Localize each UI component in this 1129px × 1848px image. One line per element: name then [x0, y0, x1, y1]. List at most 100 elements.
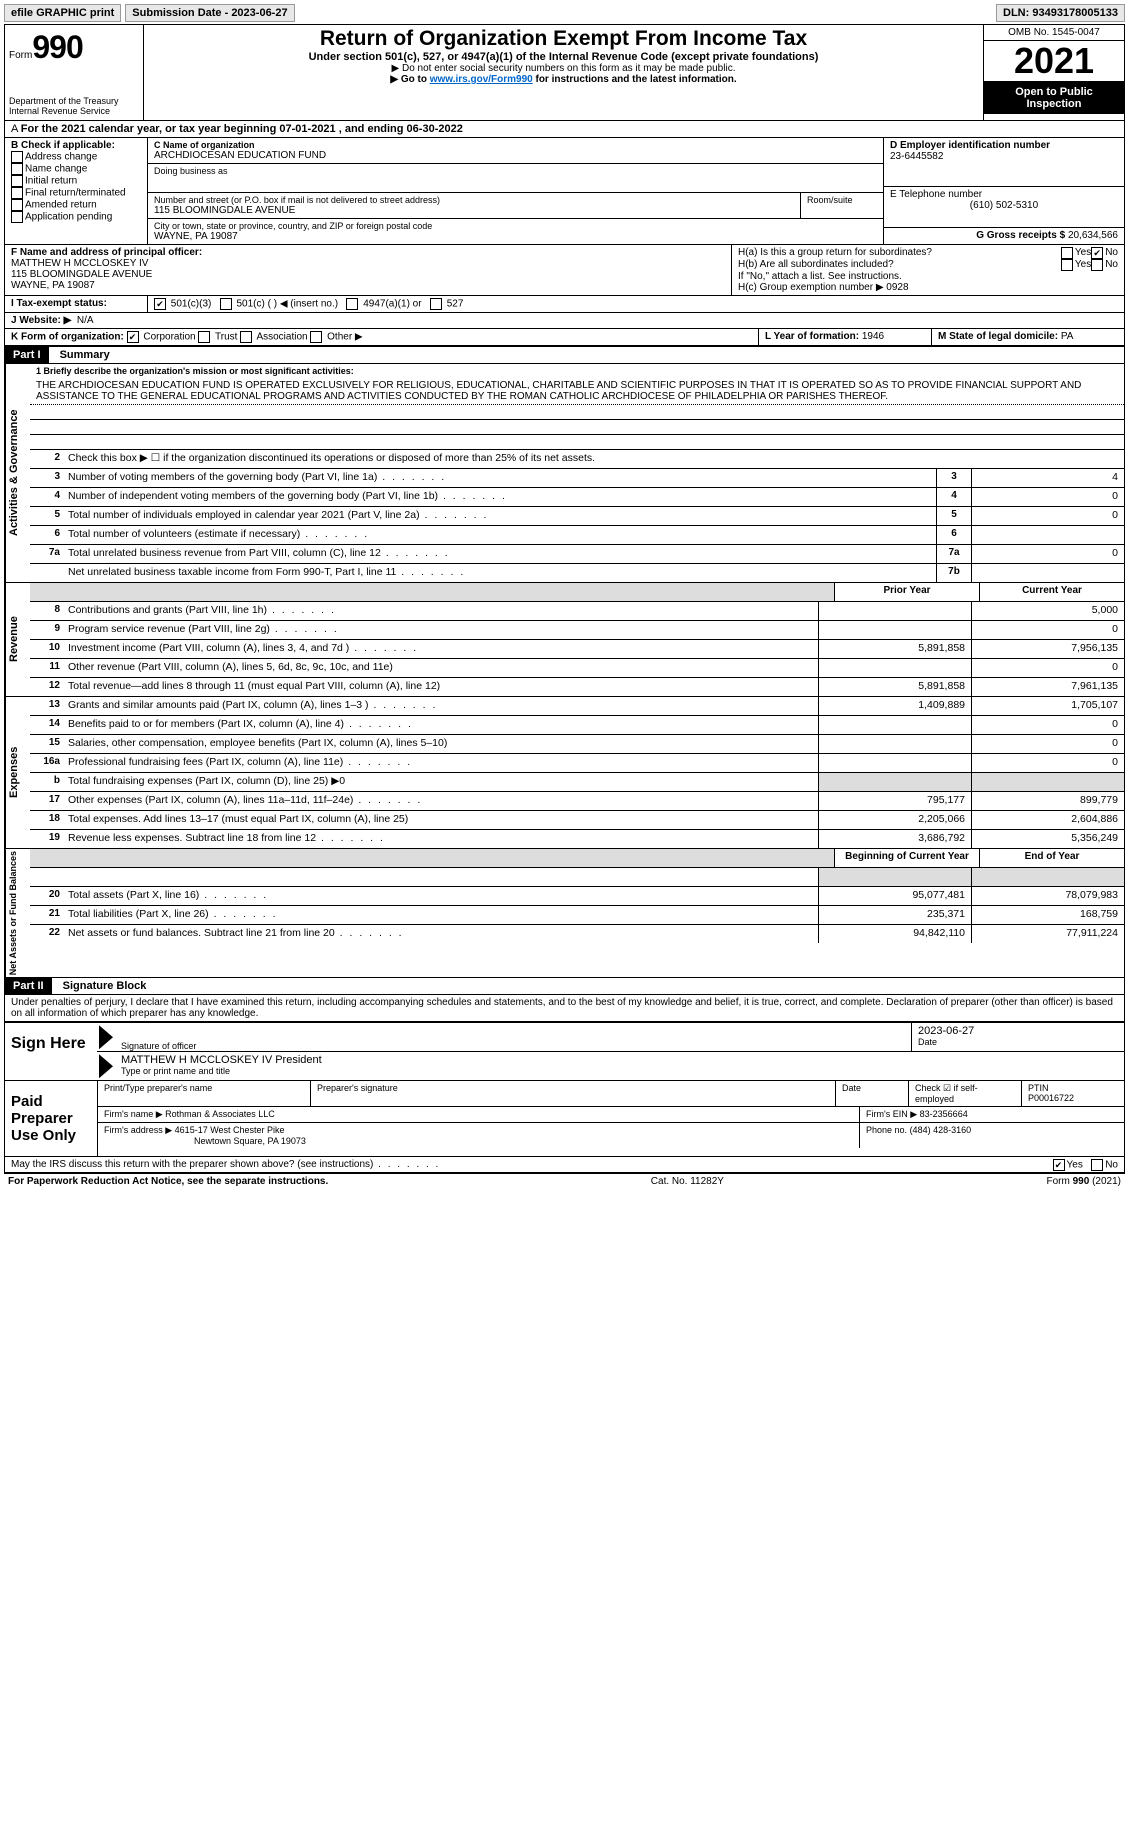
k-trust[interactable]: [198, 331, 210, 343]
check-pending[interactable]: [11, 211, 23, 223]
mission-q: 1 Briefly describe the organization's mi…: [30, 364, 1124, 378]
discuss-yes[interactable]: [1053, 1159, 1065, 1171]
l7a: Total unrelated business revenue from Pa…: [64, 545, 936, 563]
b22: 94,842,110: [818, 925, 971, 943]
part1-header: Part I Summary: [5, 346, 1124, 364]
i-4947[interactable]: [346, 298, 358, 310]
vlabel-exp: Expenses: [5, 697, 30, 848]
l10: Investment income (Part VIII, column (A)…: [64, 640, 818, 658]
street-label: Number and street (or P.O. box if mail i…: [154, 195, 794, 205]
k-corp[interactable]: [127, 331, 139, 343]
l8: Contributions and grants (Part VIII, lin…: [64, 602, 818, 620]
current-head: Current Year: [979, 583, 1124, 601]
e-label: E Telephone number: [890, 189, 1118, 200]
l9: Program service revenue (Part VIII, line…: [64, 621, 818, 639]
c16b: [971, 773, 1124, 791]
v3: 4: [971, 469, 1124, 487]
firm-addr1: 4615-17 West Chester Pike: [175, 1125, 285, 1135]
c18: 2,604,886: [971, 811, 1124, 829]
form-word: Form: [9, 50, 32, 61]
dba-label: Doing business as: [154, 166, 877, 176]
i-o3: 4947(a)(1) or: [363, 299, 421, 310]
ein: 23-6445582: [890, 151, 1118, 162]
governance-section: Activities & Governance 1 Briefly descri…: [5, 364, 1124, 583]
check-final[interactable]: [11, 187, 23, 199]
j-row: J Website: ▶ N/A: [5, 313, 1124, 329]
l-label: L Year of formation:: [765, 331, 859, 342]
p18: 2,205,066: [818, 811, 971, 829]
c-name-label: C Name of organization: [154, 140, 877, 150]
i-527[interactable]: [430, 298, 442, 310]
hb-no[interactable]: [1091, 259, 1103, 271]
part1-title: Summary: [52, 349, 110, 361]
k-o2: Trust: [215, 332, 237, 343]
revenue-section: Revenue Prior YearCurrent Year 8Contribu…: [5, 583, 1124, 697]
ha-no[interactable]: [1091, 247, 1103, 259]
k-o1: Corporation: [143, 332, 195, 343]
p14: [818, 716, 971, 734]
opt-name: Name change: [25, 164, 87, 175]
i-o1: 501(c)(3): [171, 299, 212, 310]
k-other[interactable]: [310, 331, 322, 343]
hc-label: H(c) Group exemption number ▶ 0928: [738, 282, 1118, 293]
hb-note: If "No," attach a list. See instructions…: [738, 271, 1118, 282]
v6: [971, 526, 1124, 544]
i-501c3[interactable]: [154, 298, 166, 310]
form-container: Form990 Department of the Treasury Inter…: [4, 24, 1125, 1173]
k-assoc[interactable]: [240, 331, 252, 343]
street: 115 BLOOMINGDALE AVENUE: [154, 205, 794, 216]
entity-block: B Check if applicable: Address change Na…: [5, 138, 1124, 245]
e22: 77,911,224: [971, 925, 1124, 943]
officer-typed-name: MATTHEW H MCCLOSKEY IV President: [121, 1054, 1118, 1066]
l11: Other revenue (Part VIII, column (A), li…: [64, 659, 818, 677]
top-bar: efile GRAPHIC print Submission Date - 20…: [4, 4, 1125, 22]
vlabel-rev: Revenue: [5, 583, 30, 696]
c13: 1,705,107: [971, 697, 1124, 715]
opt-pending: Application pending: [25, 212, 112, 223]
city: WAYNE, PA 19087: [154, 231, 877, 242]
check-initial[interactable]: [11, 175, 23, 187]
firm-phone: (484) 428-3160: [910, 1125, 972, 1135]
blank-1: [30, 405, 1124, 420]
check-name[interactable]: [11, 163, 23, 175]
omb-number: OMB No. 1545-0047: [984, 25, 1124, 41]
section-b-checks: B Check if applicable: Address change Na…: [5, 138, 148, 244]
tax-year: 2021: [984, 41, 1124, 82]
c15: 0: [971, 735, 1124, 753]
officer-addr2: WAYNE, PA 19087: [11, 280, 725, 291]
cat-no: Cat. No. 11282Y: [651, 1176, 724, 1187]
k-o4: Other ▶: [327, 332, 362, 343]
form-header: Form990 Department of the Treasury Inter…: [5, 25, 1124, 121]
discuss-row: May the IRS discuss this return with the…: [5, 1157, 1124, 1172]
k-o3: Association: [256, 332, 307, 343]
room-label: Room/suite: [807, 195, 877, 205]
l21: Total liabilities (Part X, line 26): [64, 906, 818, 924]
l4: Number of independent voting members of …: [64, 488, 936, 506]
klm-row: K Form of organization: Corporation Trus…: [5, 329, 1124, 346]
v7a: 0: [971, 545, 1124, 563]
c10: 7,956,135: [971, 640, 1124, 658]
check-amended[interactable]: [11, 199, 23, 211]
c12: 7,961,135: [971, 678, 1124, 696]
p12: 5,891,858: [818, 678, 971, 696]
blank-3: [30, 435, 1124, 450]
hb-yes[interactable]: [1061, 259, 1073, 271]
vlabel-net: Net Assets or Fund Balances: [5, 849, 30, 977]
firm-addr-lbl: Firm's address ▶: [104, 1125, 172, 1135]
p10: 5,891,858: [818, 640, 971, 658]
arrow-icon-2: [99, 1054, 113, 1078]
check-address[interactable]: [11, 151, 23, 163]
b21: 235,371: [818, 906, 971, 924]
form-footer: Form 990 (2021): [1047, 1176, 1121, 1187]
p8: [818, 602, 971, 620]
ha-label: H(a) Is this a group return for subordin…: [738, 247, 1061, 259]
ha-yes[interactable]: [1061, 247, 1073, 259]
l2: Check this box ▶ ☐ if the organization d…: [64, 450, 1124, 468]
l16a: Professional fundraising fees (Part IX, …: [64, 754, 818, 772]
i-501c[interactable]: [220, 298, 232, 310]
irs-link[interactable]: www.irs.gov/Form990: [430, 74, 533, 85]
j-label: J Website: ▶: [11, 315, 71, 326]
discuss-no[interactable]: [1091, 1159, 1103, 1171]
efile-label: efile GRAPHIC print: [4, 4, 121, 22]
phone: (610) 502-5310: [890, 200, 1118, 211]
